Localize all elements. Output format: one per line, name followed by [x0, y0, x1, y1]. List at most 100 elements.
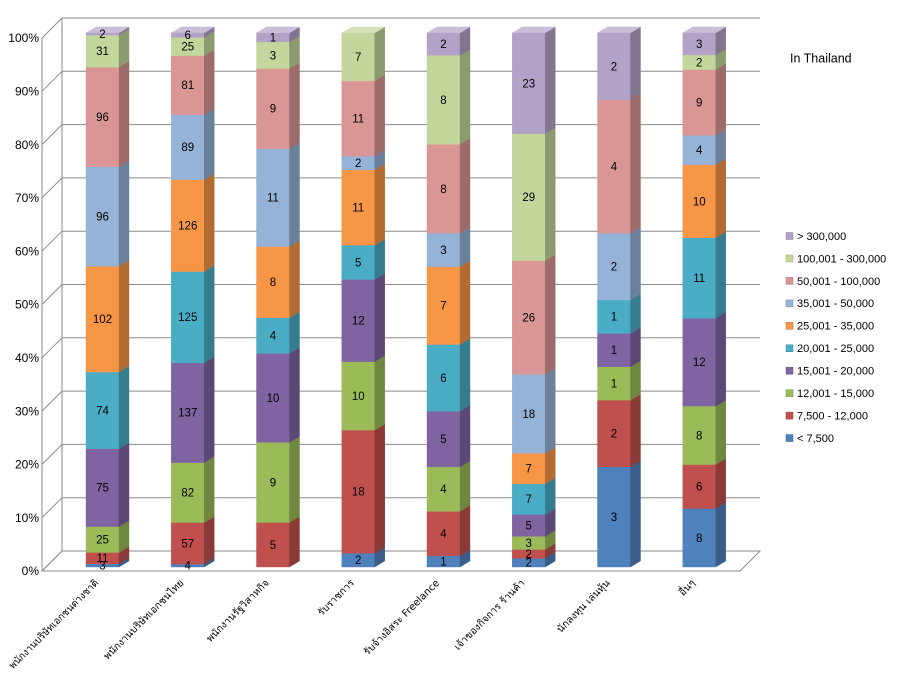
bar-segment: [512, 368, 556, 454]
data-label: 3: [99, 560, 105, 572]
bar-segment-side: [459, 505, 471, 557]
bar-segment: [682, 399, 726, 465]
data-label: 11: [352, 203, 364, 215]
data-label: 5: [270, 540, 276, 552]
category-label: รับจ้างอิสระ Freelance: [361, 577, 442, 658]
bar-segment-side: [459, 260, 471, 345]
data-label: 4: [611, 162, 618, 174]
legend-swatch: [785, 254, 794, 263]
bar-segment-side: [374, 355, 385, 431]
data-label: 5: [355, 257, 361, 269]
data-label: 96: [96, 112, 109, 124]
bar-stack: [341, 26, 386, 568]
bar-segment-front: [426, 266, 461, 345]
data-label: 12: [352, 316, 365, 328]
bar-segment: [426, 460, 471, 512]
side-wall-gridline: [41, 177, 63, 199]
bar-segment: [171, 516, 215, 565]
bar-segment-front: [171, 114, 205, 180]
bar-stack: [511, 26, 556, 568]
floor: [40, 550, 762, 572]
data-label: 1: [611, 312, 617, 324]
bar-segment-side: [715, 63, 726, 136]
legend-label: 100,001 - 300,000: [797, 253, 886, 265]
legend-item: 7,500 - 12,000: [785, 410, 868, 422]
bar-segment: [426, 137, 471, 234]
bar-segment-front: [256, 246, 290, 319]
bar-segment-front: [597, 233, 631, 301]
bar-segment-front: [341, 169, 375, 246]
bar-segment-front: [171, 462, 205, 523]
bar-segment-side: [545, 368, 556, 454]
category-label: พนักงานรัฐวิสาหกิจ: [205, 578, 272, 645]
data-label: 2: [440, 39, 446, 51]
bar-segment-front: [85, 34, 120, 68]
bar-segment: [426, 338, 471, 412]
data-label: 23: [522, 78, 535, 90]
bar-segment: [426, 260, 471, 345]
data-label: 9: [270, 477, 276, 489]
data-label: 6: [696, 482, 702, 494]
category-label: นักลงทุน เล่นหุ้น: [554, 577, 612, 635]
data-label: 2: [696, 57, 702, 69]
bar-segment: [512, 127, 556, 261]
data-label: 8: [696, 533, 702, 545]
y-tick-label: 70%: [15, 191, 39, 205]
data-label: 6: [185, 30, 191, 42]
bar-segment: [256, 35, 300, 69]
bar-segment-side: [204, 516, 215, 565]
bar-segment-side: [374, 26, 385, 82]
data-label: 8: [696, 430, 702, 442]
bar-segment: [597, 460, 641, 568]
bar-segment-side: [204, 108, 215, 180]
bar-top-face: [426, 26, 471, 34]
bar-segment-side: [289, 516, 300, 568]
bar-segment-side: [459, 48, 471, 145]
data-label: 126: [178, 221, 197, 233]
legend-label: 12,001 - 15,000: [797, 388, 874, 400]
bar-segment: [426, 48, 471, 145]
legend-item: < 7,500: [785, 433, 834, 445]
bar-segment-side: [459, 404, 471, 468]
data-label: 7: [440, 301, 446, 313]
bar-segment-front: [341, 80, 375, 157]
bar-segment: [85, 442, 130, 527]
bar-segment-front: [597, 366, 631, 401]
legend-label: 25,001 - 35,000: [797, 321, 874, 333]
bar-segment-side: [715, 311, 726, 407]
bar-top-face: [511, 26, 556, 34]
bar-segment-side: [374, 423, 385, 554]
bar-segment: [256, 436, 300, 523]
bar-segment: [85, 28, 130, 68]
bar-segment: [171, 356, 215, 464]
data-label: 7: [526, 494, 532, 506]
bar-segment-side: [545, 26, 556, 135]
data-label: 3: [696, 39, 702, 51]
bar-segment: [682, 158, 726, 239]
bar-segment-side: [204, 356, 215, 464]
bar-segment: [597, 360, 641, 401]
data-label: 2: [526, 558, 532, 570]
bar-segment-side: [715, 158, 726, 239]
legend-label: 35,001 - 50,000: [797, 298, 874, 310]
bar-segment-front: [682, 464, 716, 509]
bar-segment-front: [256, 41, 290, 69]
bar-segment-front: [597, 32, 631, 100]
bar-segment-front: [426, 233, 461, 267]
data-label: 1: [611, 378, 617, 390]
data-label: 2: [611, 429, 617, 441]
bar-segment: [682, 502, 726, 568]
data-label: 10: [693, 196, 706, 208]
bar-segment-side: [545, 477, 556, 515]
y-tick-label: 100%: [8, 31, 39, 45]
bar-segment: [341, 355, 385, 431]
bar-segment-front: [85, 67, 120, 167]
bar-segment-front: [341, 32, 375, 82]
bar-segment-side: [630, 226, 641, 301]
bar-segment-side: [630, 327, 641, 368]
bar-segment-side: [715, 458, 726, 509]
bar-segment-front: [256, 522, 290, 568]
bar-segment-front: [512, 452, 546, 485]
y-tick-label: 40%: [15, 351, 39, 365]
bar-stack: [682, 26, 727, 568]
